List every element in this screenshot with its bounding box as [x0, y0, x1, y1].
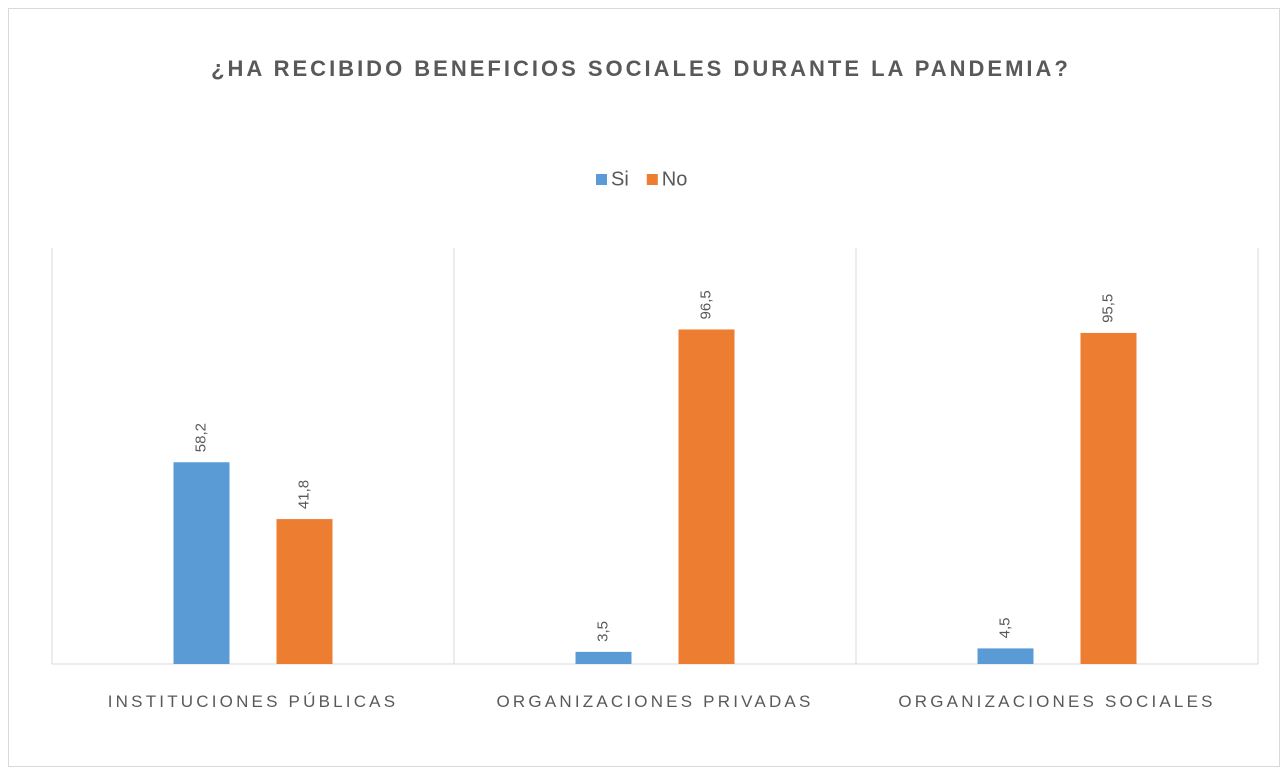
bar [575, 651, 632, 664]
data-label: 41,8 [295, 480, 312, 509]
data-label: 4,5 [996, 618, 1013, 639]
bar [1080, 332, 1137, 664]
x-tick-label: ORGANIZACIONES SOCIALES [898, 692, 1215, 711]
legend-label: No [662, 168, 688, 190]
x-tick-label: INSTITUCIONES PÚBLICAS [108, 692, 399, 711]
legend-label: Si [611, 168, 629, 190]
data-label: 96,5 [697, 290, 714, 319]
bar [276, 519, 333, 664]
legend-swatch [646, 174, 658, 185]
bar [173, 462, 230, 664]
data-label: 3,5 [594, 621, 611, 642]
data-label: 95,5 [1099, 294, 1116, 323]
x-tick-label: ORGANIZACIONES PRIVADAS [497, 692, 814, 711]
chart-title: ¿HA RECIBIDO BENEFICIOS SOCIALES DURANTE… [211, 56, 1071, 81]
data-label: 58,2 [192, 423, 209, 452]
bar [678, 329, 735, 664]
legend-swatch [596, 174, 607, 185]
bar [977, 648, 1034, 664]
